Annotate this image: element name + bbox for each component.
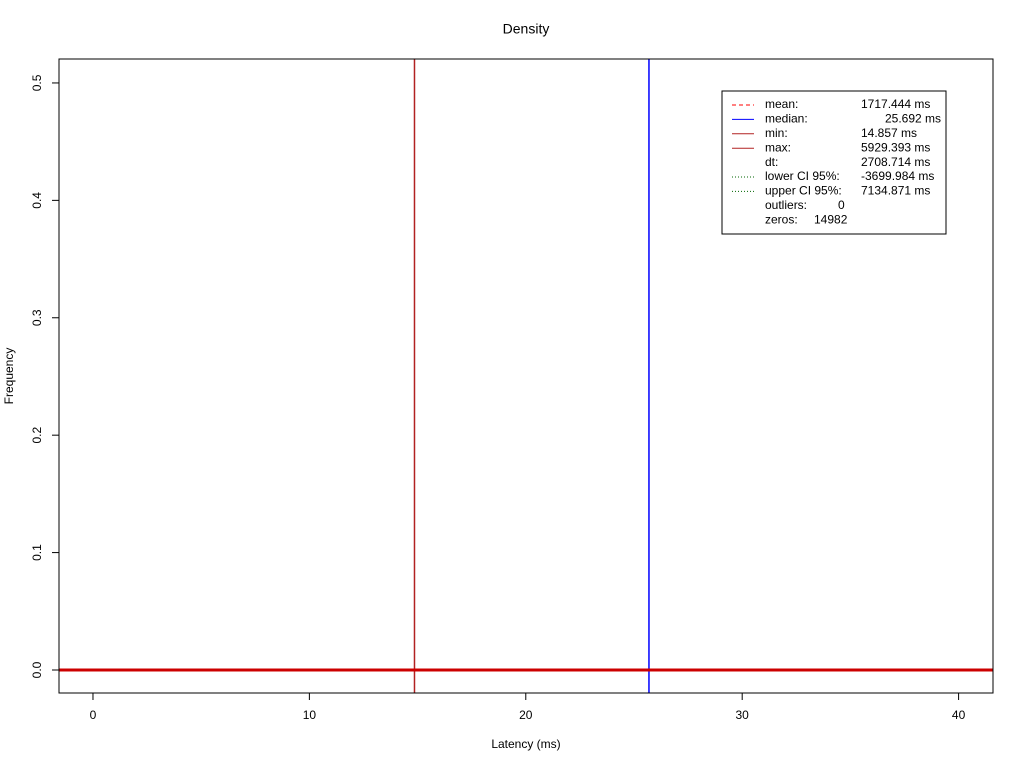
x-tick-label: 40 (952, 708, 966, 722)
x-tick-label: 0 (90, 708, 97, 722)
legend-value: -3699.984 ms (861, 169, 934, 183)
legend-value: 7134.871 ms (861, 184, 930, 198)
y-tick-label: 0.5 (30, 74, 44, 91)
y-tick-label: 0.4 (30, 192, 44, 209)
legend-value: 1717.444 ms (861, 97, 930, 111)
legend-label: max: (765, 140, 791, 154)
legend-label: outliers: (765, 198, 807, 212)
y-tick-label: 0.1 (30, 544, 44, 561)
legend-value: 25.692 ms (885, 112, 941, 126)
x-axis-label: Latency (ms) (491, 737, 560, 751)
x-tick-label: 20 (519, 708, 533, 722)
legend-label: dt: (765, 155, 778, 169)
legend-label: upper CI 95%: (765, 184, 842, 198)
x-tick-label: 30 (736, 708, 750, 722)
legend-value: 2708.714 ms (861, 155, 930, 169)
chart-title: Density (503, 21, 550, 37)
legend-label: mean: (765, 97, 798, 111)
y-axis-label: Frequency (2, 348, 16, 405)
plot-area (59, 59, 993, 693)
x-tick-label: 10 (303, 708, 317, 722)
legend-label: median: (765, 112, 808, 126)
legend-value: 5929.393 ms (861, 140, 930, 154)
legend-label: lower CI 95%: (765, 169, 840, 183)
axes: 0 10 20 30 40 0.0 0.1 0.2 0.3 0.4 0.5 (30, 74, 965, 722)
y-tick-label: 0.3 (30, 309, 44, 326)
legend-value: 0 (838, 198, 845, 212)
legend: mean: 1717.444 ms median: 25.692 ms min: 14.8… (721, 90, 947, 235)
legend-value: 14.857 ms (861, 126, 917, 140)
legend-label: min: (765, 126, 788, 140)
y-tick-label: 0.2 (30, 427, 44, 444)
legend-value: 14982 (814, 212, 848, 226)
y-tick-label: 0.0 (30, 661, 44, 678)
legend-label: zeros: (765, 212, 798, 226)
legend-box (721, 90, 947, 235)
